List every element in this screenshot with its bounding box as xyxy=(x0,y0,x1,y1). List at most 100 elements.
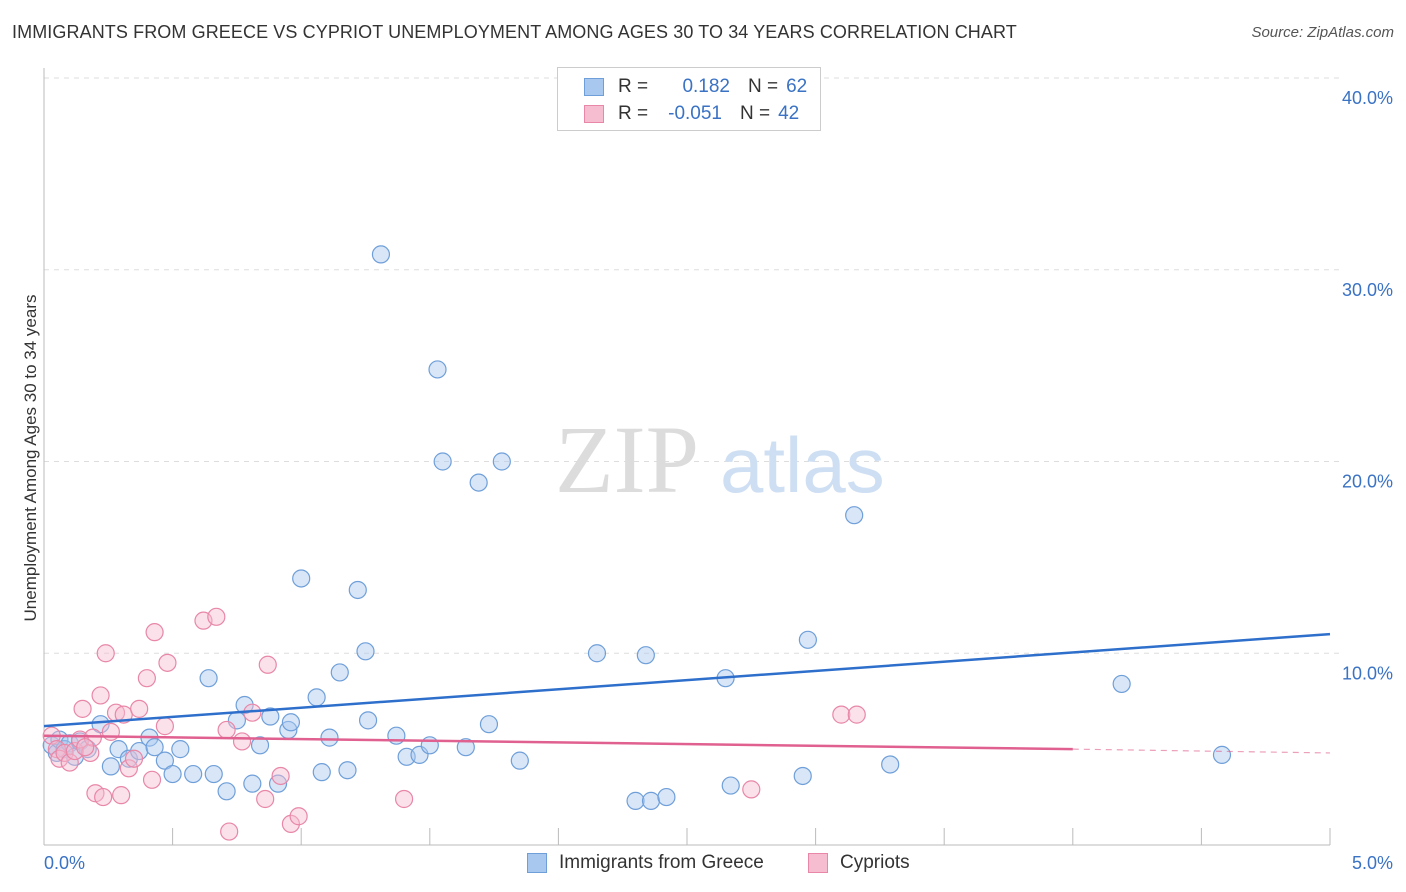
cypriot-point xyxy=(65,741,84,761)
greece-point xyxy=(721,776,740,795)
greece-point xyxy=(330,663,349,682)
cypriot-point xyxy=(256,789,275,809)
bottom-legend-label-greece: Immigrants from Greece xyxy=(559,852,764,873)
legend-r-value: -0.051 xyxy=(668,103,722,124)
cypriot-point xyxy=(258,655,277,674)
cypriot-point xyxy=(742,780,761,799)
greece-point xyxy=(163,764,182,784)
axes xyxy=(43,68,1331,846)
greece-point xyxy=(433,452,452,471)
cypriot-point xyxy=(847,705,866,724)
source-label: Source: ZipAtlas.com xyxy=(1251,24,1394,41)
greece-point xyxy=(358,711,378,730)
trendline-cypriots xyxy=(1072,748,1331,754)
cypriot-point xyxy=(81,743,100,763)
chart-title: IMMIGRANTS FROM GREECE VS CYPRIOT UNEMPL… xyxy=(12,22,1017,42)
greece-point xyxy=(217,782,236,801)
greece-point xyxy=(387,726,406,745)
legend-r-value: 0.182 xyxy=(682,76,730,97)
trendline-cypriots xyxy=(43,734,1073,751)
greece-point xyxy=(492,452,511,471)
bottom-legend: Immigrants from Greece Cypriots xyxy=(0,852,1406,878)
y-tick-label: 40.0% xyxy=(1342,88,1393,108)
cypriot-point xyxy=(96,644,115,663)
greece-point xyxy=(250,736,270,755)
greece-point xyxy=(626,791,645,810)
y-tick-label: 20.0% xyxy=(1342,472,1393,492)
legend-r-label: R = xyxy=(618,103,649,124)
greece-point xyxy=(307,688,326,707)
greece-point xyxy=(510,751,529,770)
bottom-legend-label-cypriots: Cypriots xyxy=(840,852,910,873)
cypriot-point xyxy=(112,786,131,805)
greece-point xyxy=(881,755,900,774)
cypriot-point xyxy=(142,770,162,789)
cypriot-point xyxy=(832,705,851,724)
legend-row-greece: R = 0.182 N = 62 xyxy=(584,75,807,99)
greece-point xyxy=(371,245,391,264)
watermark: ZIP atlas xyxy=(555,406,885,513)
cypriot-point xyxy=(207,607,226,626)
greece-point xyxy=(292,569,311,588)
cypriot-point xyxy=(217,720,236,740)
greece-point xyxy=(199,669,218,688)
greece-point xyxy=(793,766,812,786)
greece-point xyxy=(641,791,661,810)
greece-point xyxy=(636,646,655,665)
legend-n-value: 42 xyxy=(778,103,800,124)
cypriot-point xyxy=(76,738,95,757)
cypriot-point xyxy=(130,699,149,718)
legend: R = 0.182 N = 62 R = -0.051 N = 42 xyxy=(557,67,821,131)
greece-point xyxy=(243,774,262,793)
greece-point xyxy=(469,473,488,492)
cypriot-point xyxy=(91,686,110,705)
legend-n-label: N = xyxy=(748,76,779,97)
x-tick-label: 0.0% xyxy=(44,853,85,873)
watermark-atlas: atlas xyxy=(720,421,885,509)
y-tick-label: 10.0% xyxy=(1342,663,1393,683)
series-cypriots-points xyxy=(42,607,866,841)
grid-lines xyxy=(44,77,1340,654)
greece-point xyxy=(348,580,367,600)
cypriot-point xyxy=(60,753,79,772)
cypriot-point xyxy=(119,759,138,778)
greece-point xyxy=(456,738,475,757)
cypriot-point xyxy=(289,807,308,826)
y-axis-label: Unemployment Among Ages 30 to 34 years xyxy=(21,295,40,622)
greece-point xyxy=(428,360,447,379)
greece-point xyxy=(1112,674,1131,694)
bottom-legend-greece: Immigrants from Greece xyxy=(527,852,764,874)
cypriot-point xyxy=(124,749,144,768)
watermark-zip: ZIP xyxy=(555,406,699,513)
cypriot-point xyxy=(158,653,177,672)
tick-labels: 10.0% 20.0% 30.0% 40.0% 0.0% 5.0% xyxy=(44,88,1393,873)
cypriot-point xyxy=(281,814,301,834)
legend-swatch-greece xyxy=(584,78,604,96)
greece-point xyxy=(101,757,120,776)
cypriot-point xyxy=(137,669,156,688)
cypriot-point xyxy=(232,732,252,751)
cypriot-point xyxy=(50,749,69,768)
y-tick-label: 30.0% xyxy=(1342,280,1393,300)
legend-row-cypriots: R = -0.051 N = 42 xyxy=(584,102,799,126)
greece-point xyxy=(155,751,174,770)
legend-r-label: R = xyxy=(618,76,649,97)
greece-point xyxy=(657,787,676,807)
cypriot-point xyxy=(155,717,174,736)
greece-point xyxy=(338,761,357,780)
greece-point xyxy=(171,740,190,759)
cypriot-point xyxy=(220,822,239,841)
greece-point xyxy=(587,644,607,663)
greece-point xyxy=(312,763,331,782)
greece-point xyxy=(281,713,301,732)
legend-n-value: 62 xyxy=(786,76,808,97)
bottom-legend-swatch-greece xyxy=(527,853,547,873)
greece-point xyxy=(184,764,203,784)
cypriot-point xyxy=(145,623,164,642)
series-greece-points xyxy=(42,245,1232,810)
greece-point xyxy=(320,728,339,747)
trendlines xyxy=(43,632,1331,754)
greece-point xyxy=(845,506,864,525)
bottom-legend-swatch-cypriots xyxy=(808,853,828,873)
